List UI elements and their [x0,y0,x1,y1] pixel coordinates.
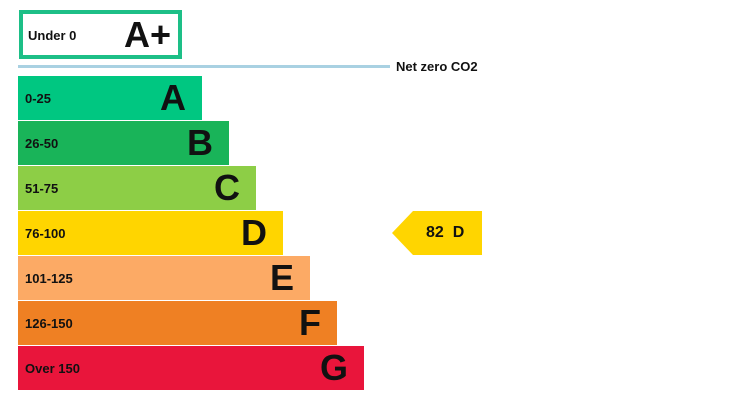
band-range: Over 150 [25,361,80,376]
band-d: 76-100 D [18,211,283,255]
net-zero-label: Net zero CO2 [396,59,478,74]
band-range: 126-150 [25,316,73,331]
band-letter: E [269,257,294,298]
band-a-plus-range: Under 0 [28,28,77,43]
band-letter: B [187,122,213,163]
band-a: 0-25 A [18,76,202,120]
band-letter: A [160,77,186,118]
band-letter: C [214,167,240,208]
band-letter: G [319,347,348,388]
band-a-plus: Under 0 A+ [19,10,182,59]
band-range: 26-50 [25,136,59,151]
band-range: 0-25 [25,91,52,106]
band-letter: D [241,212,267,253]
band-g: Over 150 G [18,346,364,390]
band-b: 26-50 B [18,121,229,165]
net-zero-line [18,65,390,68]
band-e: 101-125 E [18,256,310,300]
band-range: 51-75 [25,181,59,196]
band-c: 51-75 C [18,166,256,210]
band-range: 76-100 [25,226,66,241]
band-letter: F [299,302,321,343]
band-f: 126-150 F [18,301,337,345]
band-a-plus-letter: A+ [124,14,172,55]
current-rating-arrow-shape [392,211,482,255]
band-range: 101-125 [25,271,73,286]
current-rating-arrow [392,211,482,255]
